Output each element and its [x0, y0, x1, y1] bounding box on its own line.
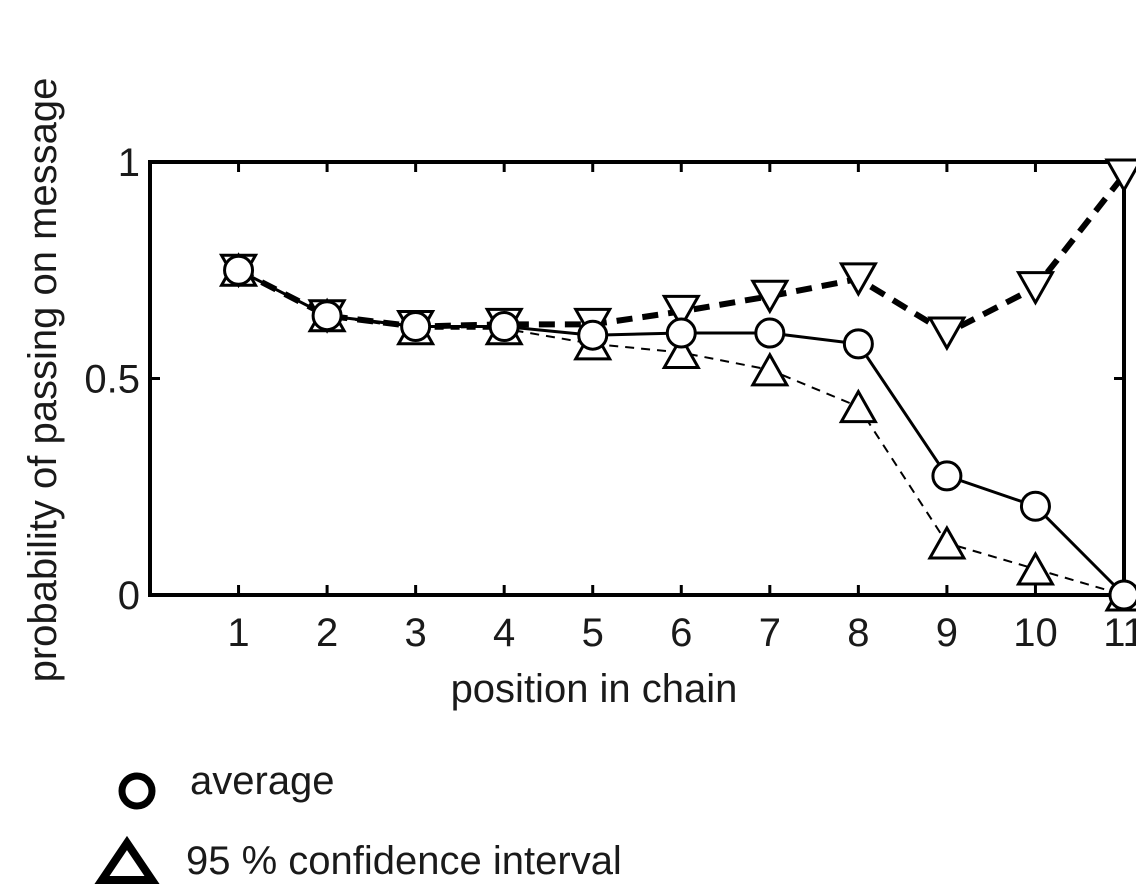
- data-point-average: [311, 300, 343, 332]
- y-axis-label: probability of passing on message: [21, 78, 65, 683]
- data-point-upper: [1015, 271, 1056, 306]
- y-tick-label: 1: [118, 141, 140, 185]
- data-point-upper: [927, 316, 967, 352]
- axes: [148, 160, 1126, 597]
- x-tick-label: 11: [1103, 611, 1136, 655]
- data-point-average: [577, 319, 609, 351]
- legend: average 95 % confidence interval: [94, 759, 622, 884]
- x-tick-label: 5: [582, 611, 604, 655]
- x-tick-label: 4: [493, 611, 515, 655]
- data-point-lower: [927, 524, 967, 560]
- data-point-lower: [661, 334, 701, 370]
- tick-labels: 1 2 3 4 5 6 7 8 9 10 11 0 0.5 1: [84, 141, 1136, 655]
- legend-triangle-icon: [94, 835, 160, 884]
- data-point-upper: [1104, 158, 1136, 194]
- x-tick-label: 1: [227, 611, 249, 655]
- data-point-average: [223, 254, 255, 286]
- x-tick-label: 9: [936, 611, 958, 655]
- data-point-lower: [750, 351, 790, 387]
- x-tick-label: 8: [847, 611, 869, 655]
- data-point-upper: [661, 294, 701, 330]
- x-tick-label: 6: [670, 611, 692, 655]
- data-point-average: [754, 317, 786, 349]
- data-point-average: [400, 311, 432, 343]
- y-tick-label: 0.5: [84, 358, 140, 402]
- data-point-average: [488, 311, 520, 343]
- x-axis-label: position in chain: [451, 667, 738, 711]
- data-point-upper: [750, 279, 790, 315]
- legend-label-confidence: 95 % confidence interval: [186, 839, 622, 883]
- x-tick-label: 10: [1013, 611, 1058, 655]
- data-point-average: [665, 317, 697, 349]
- plot-frame: [148, 160, 1126, 597]
- x-tick-label: 7: [759, 611, 781, 655]
- data-point-lower: [1015, 550, 1056, 586]
- series-lines: [237, 173, 1127, 597]
- data-point-average: [1019, 490, 1051, 522]
- legend-circle-icon: [118, 772, 156, 810]
- data-point-upper: [838, 262, 878, 297]
- data-point-average: [842, 328, 874, 360]
- series-markers: [218, 158, 1136, 612]
- data-point-lower: [838, 388, 878, 424]
- legend-label-average: average: [190, 759, 335, 803]
- x-tick-label: 3: [405, 611, 427, 655]
- data-point-average: [931, 460, 963, 492]
- x-tick-label: 2: [316, 611, 338, 655]
- y-tick-label: 0: [118, 574, 140, 618]
- data-point-average: [1108, 579, 1136, 611]
